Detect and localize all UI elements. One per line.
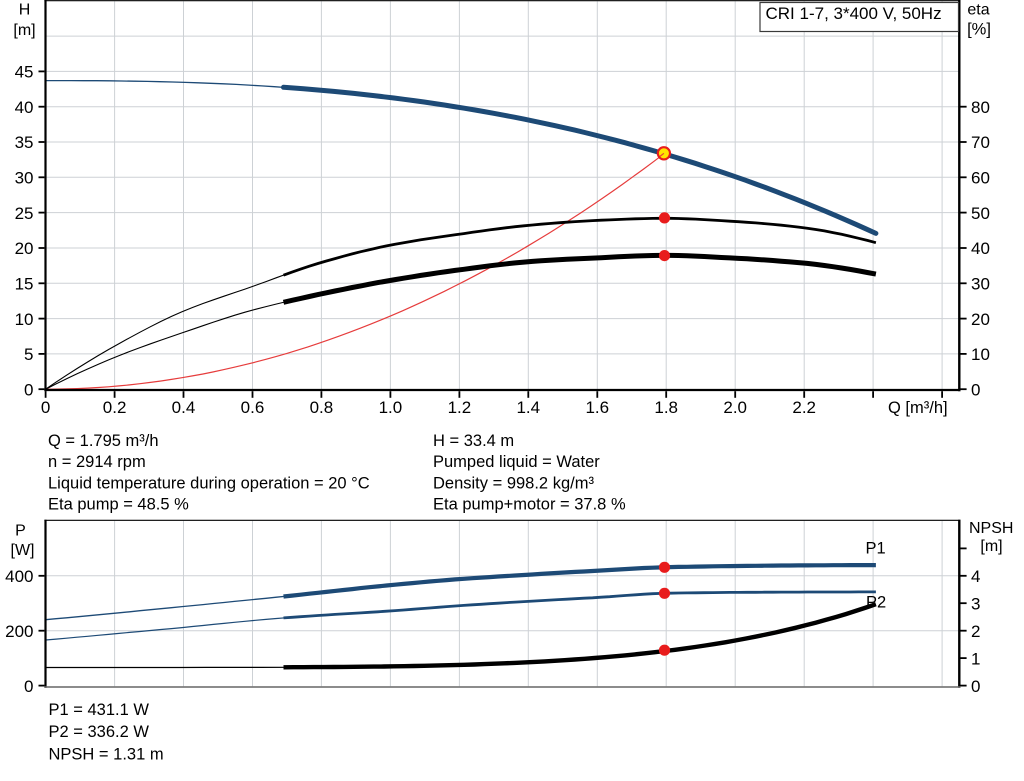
- svg-text:Eta pump+motor = 37.8 %: Eta pump+motor = 37.8 %: [433, 496, 626, 514]
- svg-text:0.8: 0.8: [310, 398, 334, 417]
- svg-text:1.2: 1.2: [448, 398, 472, 417]
- svg-text:P: P: [15, 523, 26, 540]
- svg-text:CRI 1-7, 3*400 V, 50Hz: CRI 1-7, 3*400 V, 50Hz: [766, 4, 942, 23]
- svg-text:0: 0: [971, 380, 980, 399]
- svg-text:H: H: [19, 2, 31, 19]
- svg-text:4: 4: [971, 567, 980, 586]
- svg-text:15: 15: [15, 275, 34, 294]
- svg-text:1.0: 1.0: [379, 398, 403, 417]
- svg-text:0.2: 0.2: [103, 398, 127, 417]
- svg-text:10: 10: [15, 310, 34, 329]
- svg-text:400: 400: [5, 567, 33, 586]
- svg-text:0: 0: [24, 380, 33, 399]
- svg-text:45: 45: [15, 63, 34, 82]
- svg-text:70: 70: [971, 133, 990, 152]
- svg-text:0: 0: [971, 677, 980, 696]
- svg-text:P2: P2: [866, 593, 886, 611]
- svg-text:Q [m³/h]: Q [m³/h]: [888, 399, 948, 417]
- svg-text:25: 25: [15, 204, 34, 223]
- svg-text:40: 40: [15, 98, 34, 117]
- svg-text:Density = 998.2 kg/m³: Density = 998.2 kg/m³: [433, 474, 594, 492]
- svg-text:Eta pump = 48.5 %: Eta pump = 48.5 %: [48, 496, 189, 514]
- svg-text:P1: P1: [866, 540, 886, 558]
- svg-text:0: 0: [24, 677, 33, 696]
- svg-text:[m]: [m]: [13, 22, 35, 39]
- svg-text:0.4: 0.4: [172, 398, 196, 417]
- svg-text:NPSH: NPSH: [969, 520, 1013, 537]
- svg-text:80: 80: [971, 98, 990, 117]
- svg-text:0.6: 0.6: [241, 398, 265, 417]
- svg-text:eta: eta: [967, 1, 989, 18]
- svg-text:n = 2914 rpm: n = 2914 rpm: [48, 453, 146, 471]
- svg-text:2.0: 2.0: [723, 398, 747, 417]
- svg-text:2: 2: [971, 622, 980, 641]
- svg-text:1: 1: [971, 649, 980, 668]
- svg-text:50: 50: [971, 204, 990, 223]
- svg-text:Q = 1.795 m³/h: Q = 1.795 m³/h: [48, 432, 159, 450]
- svg-text:[m]: [m]: [980, 538, 1002, 555]
- svg-text:P2 = 336.2 W: P2 = 336.2 W: [49, 723, 150, 741]
- svg-text:1.4: 1.4: [516, 398, 540, 417]
- svg-text:35: 35: [15, 133, 34, 152]
- svg-text:2.2: 2.2: [792, 398, 816, 417]
- svg-text:1.8: 1.8: [654, 398, 678, 417]
- svg-text:200: 200: [5, 622, 33, 641]
- svg-text:10: 10: [971, 345, 990, 364]
- svg-text:5: 5: [24, 345, 33, 364]
- svg-text:[W]: [W]: [11, 542, 35, 559]
- svg-text:40: 40: [971, 239, 990, 258]
- svg-text:[%]: [%]: [967, 21, 991, 39]
- svg-text:1.6: 1.6: [585, 398, 609, 417]
- svg-text:Pumped liquid = Water: Pumped liquid = Water: [433, 453, 600, 471]
- svg-text:NPSH = 1.31 m: NPSH = 1.31 m: [49, 745, 164, 763]
- svg-text:P1 = 431.1 W: P1 = 431.1 W: [49, 701, 150, 719]
- svg-text:60: 60: [971, 169, 990, 188]
- svg-text:30: 30: [15, 169, 34, 188]
- svg-text:30: 30: [971, 275, 990, 294]
- svg-text:H = 33.4 m: H = 33.4 m: [433, 432, 514, 450]
- svg-text:3: 3: [971, 595, 980, 614]
- svg-text:0: 0: [41, 398, 50, 417]
- svg-text:20: 20: [15, 239, 34, 258]
- svg-text:Liquid temperature during oper: Liquid temperature during operation = 20…: [48, 474, 370, 492]
- svg-text:20: 20: [971, 310, 990, 329]
